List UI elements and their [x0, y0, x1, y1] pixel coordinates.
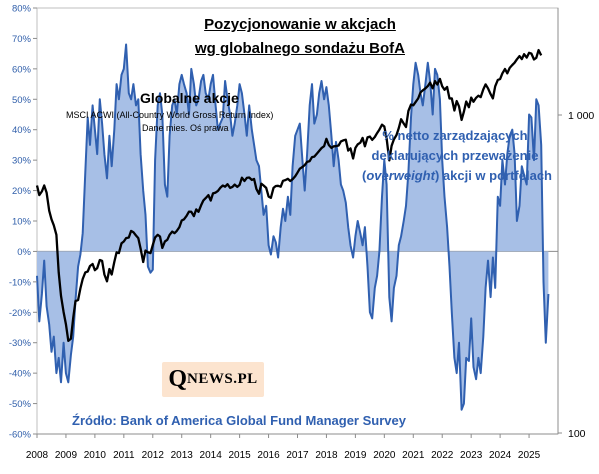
- x-axis-tick-label: 2009: [55, 450, 78, 461]
- right-axis-tick-label: 100: [568, 428, 586, 440]
- msci-acwi-line: [35, 48, 543, 342]
- left-axis-tick-label: 10%: [12, 217, 32, 228]
- right-axis: 1 000 100: [557, 8, 594, 440]
- x-axis: 2008 2009 2010 2011 2012 2013 2014 2015 2016 2017…: [26, 433, 558, 461]
- left-axis-tick-label: 20%: [12, 186, 32, 197]
- x-axis-tick-label: 2008: [26, 450, 49, 461]
- x-axis-tick-label: 2017: [286, 450, 309, 461]
- left-axis: 80% 70% 60% 50% 40% 30% 20% 10% 0% -10% -20% -30% -4…: [9, 4, 37, 441]
- net-percent-label-line3-rest: ) akcji w portfelach: [434, 168, 552, 183]
- monthly-data-label: Dane mies. Oś prawa: [142, 123, 229, 133]
- overweight-line: [36, 43, 550, 411]
- left-axis-tick-label: -30%: [9, 338, 32, 349]
- msci-acwi-line-group: [35, 48, 543, 342]
- left-axis-tick-label: -20%: [9, 308, 32, 319]
- x-axis-tick-label: 2021: [402, 450, 425, 461]
- msci-acwi-label: MSCI ACWI (All-Country World Gross Retur…: [66, 110, 274, 120]
- left-axis-tick-label: -60%: [9, 430, 32, 441]
- left-axis-tick-label: 80%: [12, 4, 32, 15]
- overweight-term: overweight: [366, 168, 435, 183]
- x-axis-tick-label: 2011: [113, 450, 135, 461]
- x-axis-tick-label: 2024: [489, 450, 512, 461]
- x-axis-tick-label: 2019: [344, 450, 367, 461]
- left-axis-tick-label: -50%: [9, 399, 32, 410]
- x-axis-tick-label: 2010: [84, 450, 107, 461]
- x-axis-tick-label: 2023: [460, 450, 483, 461]
- logo-rest: NEWS.PL: [187, 371, 258, 387]
- x-axis-tick-label: 2016: [257, 450, 280, 461]
- chart-title-line1: Pozycjonowanie w akcjach: [204, 16, 396, 33]
- x-axis-tick-label: 2020: [373, 450, 396, 461]
- x-axis-tick-label: 2025: [518, 450, 541, 461]
- right-axis-tick-label: 1 000: [568, 110, 594, 122]
- chart-title-line2: wg globalnego sondażu BofA: [195, 40, 405, 57]
- overweight-area: [36, 43, 550, 411]
- left-axis-tick-label: 70%: [12, 34, 32, 45]
- x-axis-tick-label: 2022: [431, 450, 454, 461]
- source-note: Źródło: Bank of America Global Fund Mana…: [72, 413, 406, 428]
- left-axis-tick-label: 40%: [12, 125, 32, 136]
- net-percent-label-line2: deklarujących przeważenie: [371, 148, 539, 163]
- net-percent-label-line3: (overweight) akcji w portfelach: [361, 168, 552, 183]
- left-axis-tick-label: 50%: [12, 95, 32, 106]
- left-axis-tick-label: 0%: [17, 247, 31, 258]
- net-percent-label-line1: % netto zarządzających: [382, 128, 528, 143]
- left-axis-tick-label: 60%: [12, 64, 32, 75]
- qnews-logo: Q NEWS.PL: [162, 362, 264, 397]
- global-equities-label: Globalne akcje: [140, 90, 239, 106]
- left-axis-tick-label: -10%: [9, 277, 32, 288]
- logo-q: Q: [168, 366, 188, 392]
- x-axis-tick-label: 2015: [228, 450, 251, 461]
- left-axis-tick-label: -40%: [9, 369, 32, 380]
- x-axis-tick-label: 2013: [171, 450, 194, 461]
- x-axis-tick-label: 2018: [315, 450, 338, 461]
- overweight-area-fill: [37, 44, 549, 410]
- x-axis-tick-label: 2012: [142, 450, 165, 461]
- x-axis-tick-label: 2014: [200, 450, 223, 461]
- left-axis-tick-label: 30%: [12, 156, 32, 167]
